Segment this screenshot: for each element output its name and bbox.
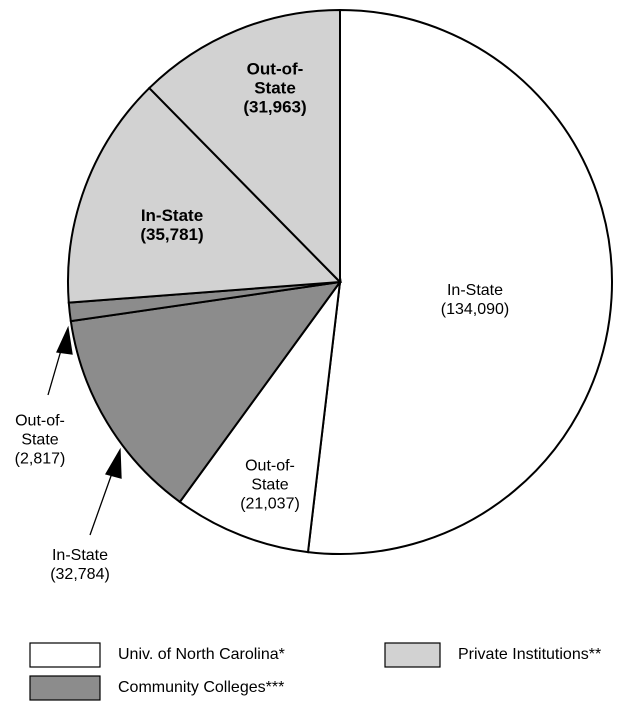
pie-slice — [178, 278, 342, 554]
legend-swatch — [29, 675, 101, 701]
slice-label: In-State (134,090) — [439, 281, 511, 319]
pie-slice — [147, 8, 341, 285]
slice-value: (31,963) — [243, 97, 307, 117]
legend-label: Univ. of North Carolina* — [118, 646, 285, 663]
slice-value: (21,037) — [240, 495, 300, 513]
slice-label: Out-of-State (31,963) — [239, 60, 311, 117]
arrows — [47, 325, 122, 536]
pie-slice — [306, 8, 613, 555]
slices — [67, 8, 613, 555]
pie-slice — [69, 280, 343, 504]
slice-category: Out-of-State — [15, 412, 65, 449]
slice-category: Out-of-State — [245, 457, 295, 494]
slice-label: In-State (32,784) — [44, 546, 116, 584]
slice-category: In-State — [446, 282, 504, 299]
slice-category: In-State — [51, 547, 109, 564]
slice-label: Out-of-State (2,817) — [4, 412, 76, 469]
slice-value: (35,781) — [140, 225, 204, 244]
slice-value: (32,784) — [50, 566, 110, 583]
pie-slice — [67, 86, 343, 304]
legend-swatch — [384, 642, 441, 668]
slice-value: (2,817) — [14, 450, 66, 468]
slice-category: Out-of-State — [246, 59, 304, 98]
slice-value: (134,090) — [440, 301, 510, 318]
legend-label: Private Institutions** — [458, 646, 602, 663]
legend-label: Community Colleges*** — [118, 679, 285, 696]
slice-label: Out-of-State (21,037) — [234, 457, 306, 514]
slice-label: In-State (35,781) — [136, 206, 208, 244]
slice-category: In-State — [140, 206, 204, 225]
legend-swatch — [29, 642, 101, 668]
